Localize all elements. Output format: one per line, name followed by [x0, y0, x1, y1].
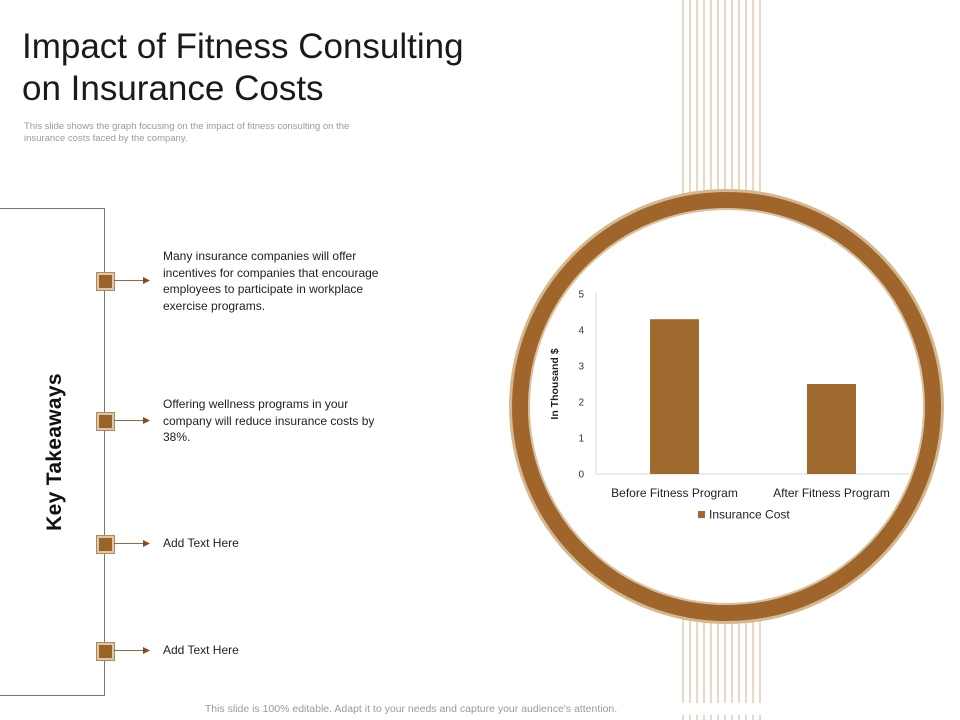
takeaway-text-3: Add Text Here [163, 536, 239, 550]
key-takeaways-heading: Key Takeaways [43, 373, 66, 531]
bar-1 [650, 319, 699, 474]
x-tick-label: After Fitness Program [773, 486, 890, 500]
y-tick-label: 2 [578, 398, 584, 409]
takeaway-marker-1 [97, 273, 114, 290]
takeaway-text-4: Add Text Here [163, 643, 239, 657]
insurance-cost-chart: 0 1 2 3 4 5 In Thousand $ Before Fitness Progra… [549, 290, 910, 522]
takeaway-marker-3 [97, 536, 114, 553]
y-axis-label: In Thousand $ [549, 348, 561, 419]
takeaway-arrow-4 [114, 647, 150, 654]
page-subtitle: This slide shows the graph focusing on t… [24, 121, 350, 144]
takeaway-text-2: Offering wellness programs in your compa… [163, 397, 375, 444]
takeaway-arrow-3 [114, 540, 150, 547]
y-tick-label: 4 [578, 326, 584, 337]
takeaway-marker-2 [97, 413, 114, 430]
takeaway-text-1: Many insurance companies will offer ince… [163, 249, 379, 313]
takeaways-bracket [0, 208, 105, 696]
y-tick-label: 1 [578, 434, 584, 445]
page-title-line-1: Impact of Fitness Consulting [22, 27, 464, 66]
takeaway-marker-4 [97, 643, 114, 660]
page-title-line-2: on Insurance Costs [22, 69, 324, 108]
y-tick-label: 3 [578, 362, 584, 373]
legend-swatch [698, 511, 705, 518]
page-title: Impact of Fitness Consulting on Insuranc… [22, 26, 582, 110]
legend-label: Insurance Cost [709, 508, 790, 522]
takeaway-arrow-2 [114, 417, 150, 424]
takeaway-arrow-1 [114, 277, 150, 284]
footer-note: This slide is 100% editable. Adapt it to… [0, 703, 822, 715]
y-tick-label: 5 [578, 290, 584, 301]
bar-2 [807, 384, 856, 474]
x-tick-label: Before Fitness Program [611, 486, 738, 500]
y-tick-label: 0 [578, 470, 584, 481]
